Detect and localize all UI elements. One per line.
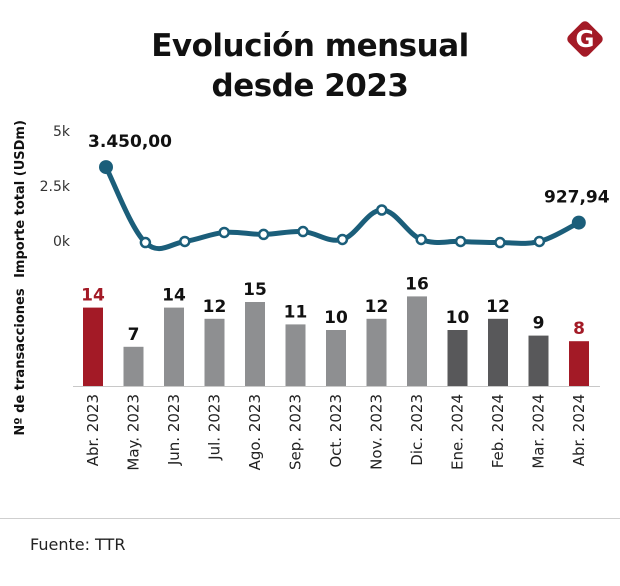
line-point — [533, 235, 546, 248]
logo-diamond — [567, 21, 603, 57]
x-tick-label: Ene. 2024 — [449, 394, 467, 470]
x-tick-label: May. 2023 — [125, 394, 143, 471]
line-annotations: 3.450,00 927,94 — [88, 132, 610, 207]
bar-y-axis-title: Nº de transacciones — [13, 288, 28, 435]
bar-value-label: 8 — [573, 319, 585, 339]
line-value-label: 927,94 — [544, 188, 610, 208]
x-tick-label: Abr. 2023 — [84, 394, 102, 466]
bar-value-label: 11 — [284, 302, 308, 322]
source-note: Fuente: TTR — [30, 535, 126, 554]
bar — [164, 307, 184, 386]
x-tick-label: Dic. 2023 — [408, 394, 426, 466]
logo-letter: G — [576, 27, 595, 53]
bar-series: 14 7 14 12 15 11 10 12 16 10 12 9 8 — [81, 274, 589, 386]
line-point — [218, 226, 230, 239]
bar — [528, 335, 549, 386]
line-point — [336, 233, 349, 246]
bar-value-label: 10 — [324, 308, 348, 328]
line-point — [494, 236, 506, 249]
chart-area: Importe total (USDm) Nº de transacciones… — [13, 120, 610, 471]
x-tick-label: Nov. 2023 — [368, 394, 386, 470]
x-tick-label: Jul. 2023 — [206, 394, 224, 461]
chart-title-line-2: desde 2023 — [211, 68, 409, 104]
bar-value-label: 16 — [405, 274, 429, 294]
line-point — [376, 204, 388, 216]
y-tick-label: 0k — [53, 234, 71, 250]
bar — [83, 307, 103, 386]
line-point-highlight — [99, 160, 113, 175]
line-point — [454, 235, 467, 248]
chart-title-line-1: Evolución mensual — [151, 28, 469, 64]
x-tick-label: Feb. 2024 — [489, 394, 507, 468]
x-axis-labels: Abr. 2023 May. 2023 Jun. 2023 Jul. 2023 Ago.… — [84, 394, 588, 471]
bar — [488, 318, 508, 386]
brand-logo-icon: G — [567, 21, 603, 57]
bar — [123, 346, 144, 386]
x-tick-label: Abr. 2024 — [570, 394, 588, 466]
bar — [366, 318, 387, 386]
y-tick-label: 2.5k — [40, 179, 71, 195]
bar-value-label: 7 — [128, 325, 140, 345]
bar-value-label: 12 — [486, 297, 510, 317]
line-point — [257, 228, 270, 241]
y-tick-label: 5k — [53, 124, 71, 140]
chart-title: Evolución mensual desde 2023 — [0, 26, 620, 106]
x-tick-label: Sep. 2023 — [287, 394, 305, 470]
bar-value-label: 14 — [81, 286, 105, 306]
line-series — [99, 160, 586, 252]
bar — [407, 296, 427, 386]
bar — [326, 330, 346, 386]
line-point — [179, 235, 191, 248]
line-y-ticks: 0k 2.5k 5k — [40, 124, 71, 250]
bar-value-label: 10 — [446, 308, 470, 328]
line-point — [297, 225, 309, 238]
line-point — [139, 236, 152, 249]
bar-value-label: 15 — [243, 280, 267, 300]
line-value-label: 3.450,00 — [88, 132, 172, 152]
bar — [245, 302, 265, 386]
bar-value-label: 12 — [365, 297, 389, 317]
footer-divider — [0, 518, 620, 519]
line-point — [415, 233, 427, 246]
bar-value-label: 14 — [162, 286, 186, 306]
bar — [569, 341, 589, 386]
x-tick-label: Mar. 2024 — [530, 394, 548, 469]
x-tick-label: Oct. 2023 — [327, 394, 345, 468]
bar-value-label: 12 — [203, 297, 227, 317]
bar-value-label: 9 — [533, 314, 545, 334]
x-tick-label: Jun. 2023 — [165, 394, 183, 466]
x-tick-label: Ago. 2023 — [246, 394, 264, 470]
bar — [447, 330, 468, 386]
line-y-axis-title: Importe total (USDm) — [13, 120, 28, 278]
bar — [204, 318, 225, 386]
line-point-highlight — [571, 215, 586, 230]
bar — [285, 324, 306, 386]
